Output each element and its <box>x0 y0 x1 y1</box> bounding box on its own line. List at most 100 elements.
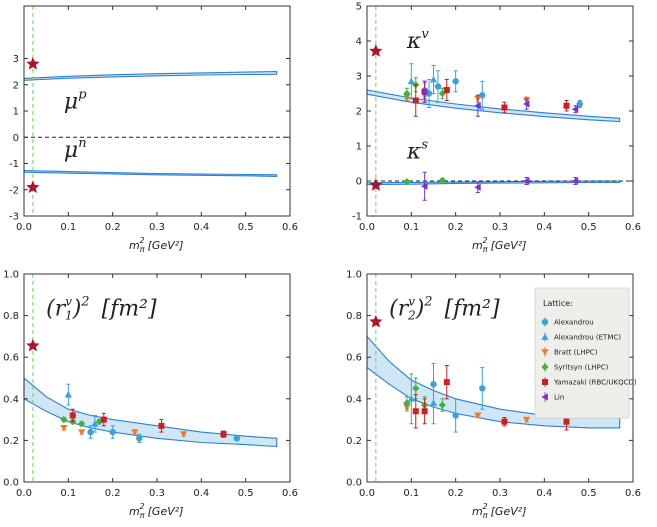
y-tick-label: 5 <box>356 2 362 13</box>
marker-diamond <box>403 89 411 98</box>
symbol-sup: p <box>78 87 87 102</box>
legend-marker <box>541 393 548 401</box>
data-point-yama <box>563 100 570 112</box>
marker-tri-left <box>421 182 428 190</box>
x-tick-label: 0.2 <box>105 488 121 499</box>
symbol-sup: v <box>408 295 415 309</box>
y-tick-label: 0 <box>13 133 19 144</box>
marker-tri-left <box>421 88 428 96</box>
y-tick-label: 0.2 <box>3 436 19 447</box>
marker-tri-up <box>429 399 438 406</box>
x-tick-label: 0.0 <box>16 222 32 233</box>
legend-label: Bratt (LHPC) <box>554 349 598 357</box>
data-point-bratt <box>78 429 86 436</box>
x-tick-label: 0.5 <box>238 222 254 233</box>
marker-circle <box>576 100 583 108</box>
data-point-syr <box>438 87 446 100</box>
marker-square <box>69 412 76 419</box>
marker-tri-left <box>571 177 579 185</box>
band-mu-1 <box>23 170 278 177</box>
x-tick-label: 0.1 <box>403 222 419 233</box>
symbol-exp: 2 <box>80 295 89 310</box>
marker-tri-down <box>523 416 531 424</box>
marker-square <box>158 422 165 429</box>
x-axis-label-sup: 2 <box>483 502 488 511</box>
x-tick-label: 0.0 <box>359 488 375 499</box>
data-point-lin <box>474 181 481 194</box>
marker-square <box>100 416 107 423</box>
y-tick-label: 0.2 <box>346 436 362 447</box>
data-point-etmc <box>64 383 72 406</box>
marker-diamond <box>403 178 411 186</box>
x-tick-label: 0.3 <box>149 222 165 233</box>
y-tick-label: 0.0 <box>346 478 362 489</box>
data-point-bratt <box>60 425 68 432</box>
x-axis-label-base: m <box>129 505 140 518</box>
x-axis-label-base: m <box>129 239 140 252</box>
marker-square <box>220 431 227 438</box>
y-tick-label: -3 <box>9 212 19 223</box>
x-axis-label: mπ2 [GeV²] <box>472 502 526 520</box>
symbol-sup: n <box>78 136 86 151</box>
symbol-exp: 2 <box>423 295 432 310</box>
data-point-bratt <box>131 429 139 436</box>
marker-square <box>563 418 570 425</box>
experiment-star <box>26 180 40 194</box>
x-axis-label-base: m <box>472 505 483 518</box>
data-point-alex <box>479 367 486 410</box>
marker-diamond <box>403 399 411 407</box>
marker-circle <box>452 78 459 85</box>
x-tick-label: 0.4 <box>193 488 209 499</box>
marker-diamond <box>438 401 446 409</box>
x-tick-label: 0.5 <box>238 488 254 499</box>
panel-symbol-label: κs <box>406 137 428 164</box>
band-kappa-0 <box>366 89 621 123</box>
symbol-sup: v <box>421 27 429 42</box>
data-point-lin <box>421 171 428 201</box>
x-tick-label: 0.4 <box>193 222 209 233</box>
marker-tri-down <box>60 425 68 432</box>
marker-tri-down <box>131 429 139 436</box>
y-tick-label: 0.4 <box>346 394 362 405</box>
marker-diamond <box>438 89 446 98</box>
marker-circle <box>109 428 116 436</box>
x-axis-label-sub: π <box>140 511 145 520</box>
data-point-syr <box>403 178 411 186</box>
data-point-alex <box>452 398 459 433</box>
legend-marker <box>541 318 549 326</box>
y-tick-label: 0.0 <box>3 478 19 489</box>
marker-tri-up <box>407 77 415 85</box>
x-axis-label-unit: [GeV²] <box>491 239 527 252</box>
data-point-alex <box>434 70 442 103</box>
band-mu-0 <box>23 71 278 81</box>
x-axis-label-unit: [GeV²] <box>491 505 527 518</box>
legend-marker <box>542 379 548 385</box>
marker-square <box>501 104 508 111</box>
marker-diamond <box>412 384 420 392</box>
legend-marker <box>541 333 549 340</box>
symbol-base: μ <box>64 89 78 114</box>
symbol-sup: v <box>65 295 72 309</box>
legend-label: Alexandrou <box>554 319 594 327</box>
y-tick-label: 0.4 <box>3 394 19 405</box>
marker-tri-down <box>474 412 482 420</box>
experiment-star <box>26 338 40 352</box>
y-tick-label: 0.6 <box>346 353 362 364</box>
panel-symbol-label: (rv 2)2 [fm²] <box>389 295 500 323</box>
y-tick-label: 3 <box>13 54 19 65</box>
legend-marker <box>541 363 549 371</box>
symbol-base: κ <box>406 29 422 54</box>
data-point-bratt <box>180 431 188 438</box>
experiment-star <box>369 44 383 57</box>
x-tick-label: 0.6 <box>282 222 298 233</box>
marker-tri-up <box>91 420 99 427</box>
symbol-tail: ) <box>415 297 425 322</box>
panel-r2: 0.0 0.1 0.2 0.3 0.4 0.5 0.6 0.0 0.2 0.4 0.6 0.8 1.0 m… <box>346 270 641 521</box>
legend-label: Yamazaki (RBC/UKQCD) <box>553 379 637 387</box>
y-tick-label: 0.8 <box>346 311 362 322</box>
y-tick-label: -2 <box>9 185 19 196</box>
experiment-star <box>369 178 383 191</box>
data-point-lin <box>474 94 481 117</box>
